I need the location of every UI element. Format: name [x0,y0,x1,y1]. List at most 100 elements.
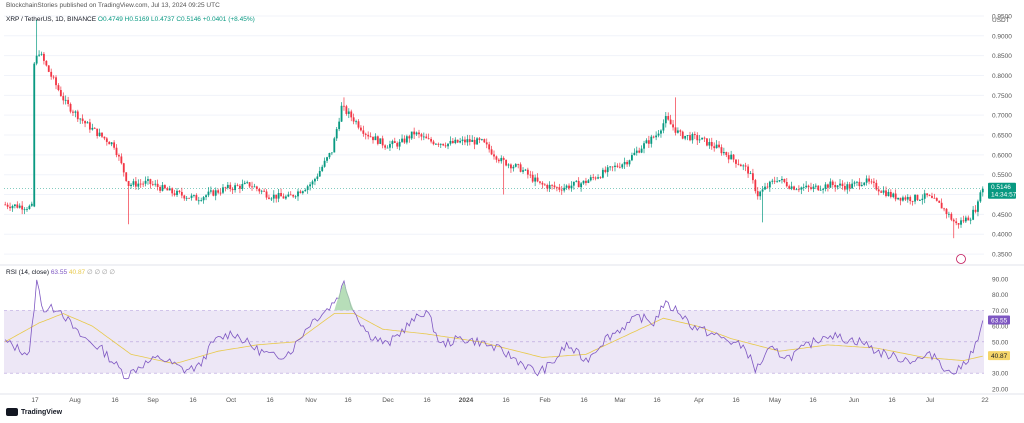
candle-body [819,189,822,191]
time-tick-label: 16 [653,397,661,404]
candle-body [657,133,660,136]
rsi-band [4,310,984,374]
candle-body [384,145,387,148]
candle-body [50,71,53,77]
candle-body [979,192,982,202]
candle-body [977,201,979,212]
candle-body [560,189,563,191]
candle-body [882,190,885,193]
rsi-ma-badge [988,351,1010,361]
candle-body [43,53,45,61]
candle-body [643,143,645,149]
candle-body [892,193,895,197]
candle-body [904,197,907,200]
price-legend: XRP / TetherUS, 1D, BINANCE O0.4749 H0.5… [6,16,255,23]
candle-body [420,134,423,137]
candle-body [597,177,599,179]
countdown-label: 14:34:57 [991,192,1017,199]
candle-body [739,164,742,167]
candle-body [781,178,783,181]
candle-body [858,181,861,187]
candle-body [914,194,916,202]
candle-body [674,127,677,133]
candle-body [347,111,350,114]
candle-body [713,146,716,149]
candle-body [795,189,798,191]
candle-body [18,205,21,208]
candle-body [742,165,745,167]
time-tick-label: Apr [694,397,705,404]
candle-body [870,181,873,183]
candle-body [161,185,164,191]
candle-body [101,132,103,137]
candle-body [127,180,130,187]
time-tick-label: Jun [849,397,860,404]
candle-body [565,185,568,188]
candle-body [897,197,900,200]
candle-body [621,164,624,168]
rsi-label[interactable]: RSI (14, close) [6,269,49,276]
candle-body [113,142,116,148]
candle-body [376,136,379,144]
candle-body [609,166,612,168]
candle-body [447,143,449,147]
candle-body [464,139,466,143]
candle-body [730,154,733,160]
candle-body [735,159,737,164]
candle-body [171,188,174,194]
candle-body [292,194,295,197]
candle-body [493,154,495,157]
candle-body [28,205,31,209]
candle-body [301,191,304,194]
candle-body [144,180,147,184]
candle-body [889,191,892,197]
price-tick-label: 0.9000 [992,33,1012,40]
candle-body [548,184,551,189]
candle-body [744,165,747,167]
candle-body [490,149,493,155]
change-value: +0.0401 (+8.45%) [202,16,255,23]
candle-body [793,186,795,190]
candle-body [616,165,619,167]
candle-body [105,138,108,142]
candle-body [718,144,720,148]
candle-body [539,181,541,183]
candle-body [16,204,19,208]
candle-body [328,153,331,158]
candle-body [703,137,706,139]
candle-body [226,184,229,188]
time-tick-label: 16 [423,397,431,404]
symbol-label[interactable]: XRP / TetherUS, 1D, BINANCE [6,16,97,23]
candle-body [379,138,382,144]
candle-body [132,181,135,185]
candle-body [374,136,377,141]
candle-body [580,183,583,188]
candle-body [468,139,471,142]
candle-body [829,181,832,188]
candle-body [33,63,36,207]
rsi-tick-label: 60.00 [992,324,1009,331]
candle-body [480,139,483,140]
tradingview-logo[interactable]: TradingView [6,408,62,416]
candle-body [981,188,984,193]
candle-body [635,150,638,153]
candle-body [381,138,384,146]
candle-body [280,192,282,197]
candle-body [759,191,762,197]
candle-body [340,105,343,122]
candle-body [6,204,9,207]
price-tick-label: 0.3500 [992,252,1012,259]
candle-body [343,105,345,107]
candle-body [911,201,914,202]
rsi-tick-label: 30.00 [992,371,1009,378]
candle-body [865,178,868,183]
candle-body [260,190,263,192]
candle-body [582,180,585,184]
time-tick-label: 16 [111,397,119,404]
candle-body [505,159,508,166]
candle-body [928,195,931,196]
candle-body [437,143,440,145]
candle-body [831,181,834,186]
candle-body [137,183,140,187]
